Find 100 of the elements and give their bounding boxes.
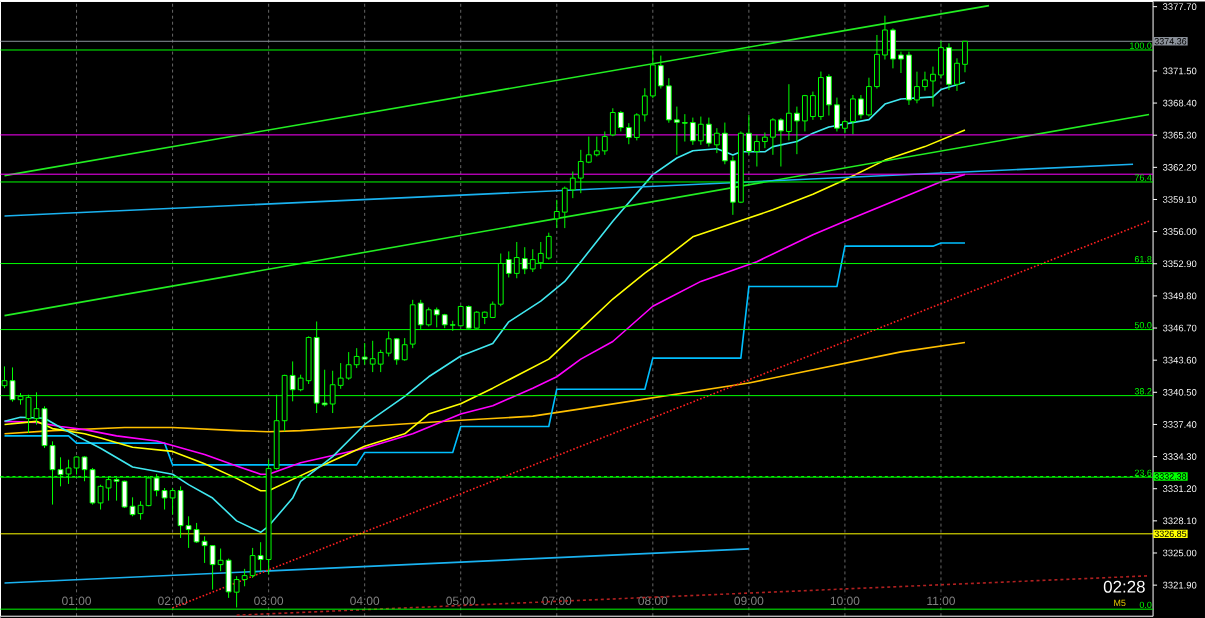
candlestick xyxy=(850,94,856,135)
candlestick xyxy=(793,105,800,155)
candlestick xyxy=(401,337,408,362)
x-tick-label: 07:00 xyxy=(542,596,572,605)
candlestick xyxy=(761,131,768,149)
candlestick xyxy=(601,130,608,156)
y-tick-label: 3371.50 xyxy=(1162,67,1197,75)
candlestick xyxy=(713,127,720,154)
candlestick xyxy=(633,112,640,141)
line-series xyxy=(3,242,966,466)
candlestick xyxy=(858,94,864,120)
candlestick xyxy=(922,71,928,92)
candlestick xyxy=(705,116,712,148)
y-tick-label: 3368.40 xyxy=(1162,99,1197,107)
annotation: 50.0 xyxy=(1134,321,1152,329)
y-tick-label: 3343.60 xyxy=(1162,356,1197,364)
ref-line-label: 3326.85 xyxy=(1154,530,1187,537)
y-tick-label: 3349.80 xyxy=(1162,292,1197,300)
y-tick-label: 3321.90 xyxy=(1162,581,1197,589)
candlestick xyxy=(609,107,616,137)
y-tick-label: 3356.00 xyxy=(1162,228,1197,235)
x-tick-label: 04:00 xyxy=(350,596,380,605)
candlestick xyxy=(337,362,344,390)
x-tick-label: 08:00 xyxy=(638,596,668,605)
candlestick xyxy=(585,135,592,164)
candlestick xyxy=(369,340,376,373)
candlestick xyxy=(785,83,792,141)
candlestick xyxy=(97,484,104,510)
annotation: 76.4 xyxy=(1134,174,1152,181)
x-tick-label: 11:00 xyxy=(927,596,956,605)
ref-line-label: 3332.38 xyxy=(1154,473,1187,480)
candlestick xyxy=(657,54,664,89)
annotation: 0.0 xyxy=(1139,601,1152,608)
annotation: 61.8 xyxy=(1134,255,1152,263)
candlestick xyxy=(769,117,776,156)
y-tick-label: 3346.70 xyxy=(1162,324,1197,332)
candlestick xyxy=(553,199,560,229)
candlestick xyxy=(914,71,920,104)
candlestick xyxy=(561,185,568,229)
candlestick xyxy=(930,65,936,107)
candlestick xyxy=(377,349,384,373)
candlestick xyxy=(641,87,648,122)
x-tick-label: 03:00 xyxy=(254,596,284,605)
candlestick xyxy=(753,134,760,167)
candlestick xyxy=(185,515,192,549)
y-tick-label: 3362.20 xyxy=(1162,163,1197,171)
candlestick xyxy=(249,547,256,579)
candlestick xyxy=(161,487,168,510)
line-series xyxy=(3,81,966,533)
candlestick xyxy=(681,113,688,142)
candlestick xyxy=(689,116,696,146)
y-tick-label: 3328.10 xyxy=(1162,517,1197,525)
candlestick xyxy=(345,351,352,381)
candlestick xyxy=(673,105,680,156)
candlestick xyxy=(810,90,816,121)
candlestick xyxy=(169,487,176,516)
candlestick xyxy=(425,306,432,327)
candlestick xyxy=(217,547,224,572)
y-tick-label: 3334.30 xyxy=(1162,453,1197,460)
annotation: 02:28 xyxy=(1103,580,1145,593)
candlestick xyxy=(233,575,240,608)
candlestick xyxy=(617,110,624,132)
annotation: 100.0 xyxy=(1130,42,1152,49)
x-tick-label: 05:00 xyxy=(446,596,476,605)
y-tick-label: 3340.50 xyxy=(1162,388,1197,396)
candlestick xyxy=(954,57,960,92)
annotation: 38.2 xyxy=(1134,387,1152,395)
line-series xyxy=(3,129,966,492)
y-tick-label: 3365.30 xyxy=(1162,131,1197,139)
y-tick-label: 3359.10 xyxy=(1162,196,1197,203)
candlestick xyxy=(137,500,144,521)
x-tick-label: 02:00 xyxy=(158,596,188,605)
line-series xyxy=(3,341,966,435)
candlestick xyxy=(353,347,360,369)
candlestick xyxy=(433,306,440,328)
candlestick xyxy=(697,115,704,146)
candlestick xyxy=(257,541,264,572)
candlestick xyxy=(625,122,632,145)
y-tick-label: 3377.70 xyxy=(1162,3,1197,10)
candlestick xyxy=(593,135,600,157)
candlestick xyxy=(193,522,200,544)
y-tick-label: 3352.90 xyxy=(1162,260,1197,267)
candlestick xyxy=(361,342,368,366)
x-tick-label: 01:00 xyxy=(62,596,92,605)
candlestick xyxy=(745,114,752,156)
ref-line-label: 3374.36 xyxy=(1154,38,1187,45)
candlestick xyxy=(393,337,400,366)
candlestick xyxy=(777,117,784,167)
annotation: M5 xyxy=(1114,599,1126,606)
y-tick-label: 3337.40 xyxy=(1162,420,1197,428)
y-tick-label: 3325.00 xyxy=(1162,549,1197,557)
annotation: 23.6 xyxy=(1134,469,1152,476)
candlestick xyxy=(201,535,208,564)
candlestick xyxy=(129,496,136,517)
candlestick xyxy=(209,544,216,590)
y-tick-label: 3331.20 xyxy=(1162,485,1197,492)
candlestick xyxy=(834,96,840,132)
x-tick-label: 10:00 xyxy=(830,596,860,605)
candlestick xyxy=(545,232,552,261)
x-tick-label: 09:00 xyxy=(734,596,764,605)
